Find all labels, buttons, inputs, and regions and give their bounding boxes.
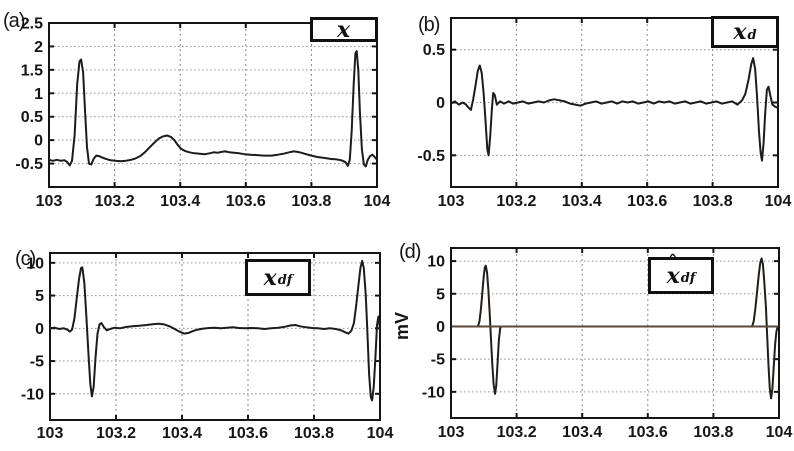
x-tick-label: 103.4 bbox=[162, 425, 202, 442]
y-tick-label: 0.5 bbox=[423, 42, 445, 59]
x-tick-label: 103.4 bbox=[562, 424, 602, 441]
panel-c-label: (c) bbox=[15, 248, 36, 270]
x-tick-label: 103 bbox=[37, 425, 64, 442]
x-tick-label: 103.2 bbox=[96, 425, 136, 442]
x-tick-label: 104 bbox=[364, 193, 391, 210]
x-tick-label: 103 bbox=[438, 424, 465, 441]
y-tick-label: 2 bbox=[34, 39, 43, 56]
y-tick-label: -10 bbox=[21, 386, 44, 403]
signal-path bbox=[48, 50, 378, 168]
legend-xd-symbol: x bbox=[733, 19, 747, 45]
x-tick-label: 103.4 bbox=[562, 193, 602, 210]
x-tick-label: 103.2 bbox=[497, 424, 537, 441]
x-tick-label: 103.8 bbox=[693, 193, 733, 210]
legend-x-symbol: x bbox=[336, 16, 351, 43]
legend-xdf-symbol: x bbox=[263, 264, 277, 291]
x-tick-label: 104 bbox=[367, 425, 394, 442]
y-tick-label: 0.5 bbox=[21, 109, 43, 126]
x-tick-label: 103.4 bbox=[160, 193, 200, 210]
panel-b-label: (b) bbox=[418, 14, 440, 36]
y-tick-label: 1.5 bbox=[21, 62, 43, 79]
y-tick-label: 0 bbox=[35, 321, 44, 338]
panel-d-plot: 103 103.2 103.4 103.6 103.8 104 10 5 0 -5 -10 bbox=[422, 247, 793, 441]
y-tick-label: 0 bbox=[34, 133, 43, 150]
y-tick-label: 0 bbox=[436, 95, 445, 112]
y-tick-label: -5 bbox=[431, 352, 445, 369]
y-tick-label: -10 bbox=[422, 384, 445, 401]
x-tick-label: 103.2 bbox=[496, 193, 536, 210]
x-tick-label: 104 bbox=[765, 193, 792, 210]
y-tick-label: -0.5 bbox=[15, 156, 43, 173]
panel-c-plot: 103 103.2 103.4 103.6 103.8 104 10 5 0 -5 -10 bbox=[21, 252, 394, 442]
x-tick-label: 103 bbox=[438, 193, 465, 210]
hat-accent: ˆ bbox=[668, 251, 678, 273]
x-tick-label: 103.8 bbox=[291, 193, 331, 210]
y-tick-label: 5 bbox=[436, 286, 445, 303]
axis-frame bbox=[48, 22, 378, 188]
panel-a-plot: 103 103.2 103.4 103.6 103.8 104 2.5 2 1.5 1 0.5 0 -0… bbox=[15, 16, 390, 211]
panel-d-label: (d) bbox=[399, 241, 421, 263]
x-tick-label: 103.8 bbox=[294, 425, 334, 442]
x-tick-label: 104 bbox=[766, 424, 793, 441]
x-tick-label: 103.6 bbox=[228, 425, 268, 442]
y-tick-label: 5 bbox=[35, 288, 44, 305]
y-tick-label: 10 bbox=[427, 254, 445, 271]
y-tick-label: -5 bbox=[30, 354, 44, 371]
legend-xdf: x df bbox=[245, 259, 311, 296]
y-tick-label: -0.5 bbox=[417, 148, 445, 165]
y-axis-label-mv: mV bbox=[392, 311, 412, 340]
x-tick-label: 103.8 bbox=[693, 424, 733, 441]
signal-path bbox=[450, 57, 779, 162]
signal-path bbox=[49, 259, 381, 402]
legend-xdf-hat: ˆ x df bbox=[648, 251, 714, 294]
axis-frame bbox=[49, 252, 381, 421]
legend-x: x bbox=[310, 16, 378, 43]
x-tick-label: 103 bbox=[36, 193, 63, 210]
x-tick-label: 103.2 bbox=[95, 193, 135, 210]
y-tick-label: 0 bbox=[436, 319, 445, 336]
y-tick-label: 2.5 bbox=[21, 16, 43, 33]
x-tick-label: 103.6 bbox=[226, 193, 266, 210]
x-tick-label: 103.6 bbox=[628, 424, 668, 441]
y-tick-label: 10 bbox=[26, 255, 44, 272]
panel-a-label: (a) bbox=[3, 10, 25, 32]
axis-frame bbox=[450, 247, 780, 419]
x-tick-label: 103.6 bbox=[627, 193, 667, 210]
y-tick-label: 1 bbox=[34, 86, 43, 103]
